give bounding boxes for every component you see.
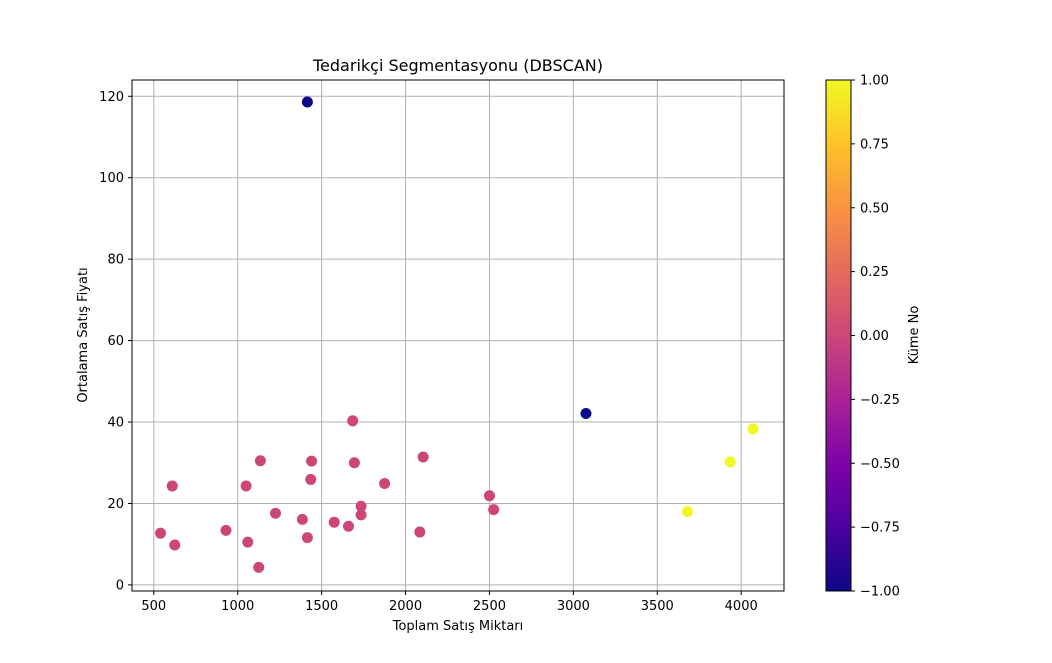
data-point [379, 478, 391, 490]
y-tick-label: 20 [107, 497, 124, 512]
colorbar-tick-label: 0.00 [860, 329, 889, 344]
y-tick-label: 0 [116, 578, 124, 593]
data-point [724, 456, 736, 468]
x-tick-label: 3500 [641, 599, 674, 614]
colorbar-tick-label: 0.75 [860, 137, 889, 152]
data-point [488, 504, 500, 516]
data-point [682, 506, 694, 518]
chart-title: Tedarikçi Segmentasyonu (DBSCAN) [312, 56, 603, 75]
data-point [328, 516, 340, 528]
x-axis-label: Toplam Satış Miktarı [392, 619, 524, 634]
data-point [580, 407, 592, 419]
data-point [417, 451, 429, 463]
data-point [414, 526, 426, 538]
data-point [169, 539, 181, 551]
colorbar-tick-label: −0.50 [860, 457, 900, 472]
x-tick-label: 1500 [305, 599, 338, 614]
data-point [747, 423, 759, 435]
plot-frame [131, 79, 785, 592]
data-point [355, 509, 367, 521]
data-point [355, 500, 367, 512]
y-tick-label: 80 [107, 253, 124, 268]
data-points [155, 96, 759, 573]
y-tick-label: 40 [107, 416, 124, 431]
y-axis-label: Ortalama Satış Fiyatı [76, 267, 91, 402]
data-point [253, 561, 265, 573]
y-axis-ticks: 0 20 40 60 80 100 120 [99, 90, 132, 593]
data-point [220, 524, 232, 536]
colorbar-tick-label: −1.00 [860, 585, 900, 600]
data-point [306, 455, 318, 467]
colorbar-tick-label: 1.00 [860, 74, 889, 89]
colorbar [825, 79, 852, 592]
y-tick-label: 120 [99, 90, 124, 105]
y-tick-label: 60 [107, 334, 124, 349]
data-point [242, 536, 254, 548]
colorbar-tick-label: 0.25 [860, 265, 889, 280]
x-tick-label: 1000 [221, 599, 254, 614]
x-tick-label: 2500 [473, 599, 506, 614]
x-tick-label: 2000 [389, 599, 422, 614]
data-point [342, 520, 354, 532]
data-point [348, 457, 360, 469]
x-tick-label: 4000 [725, 599, 758, 614]
data-point [301, 96, 313, 108]
data-point [269, 507, 281, 519]
data-point [155, 527, 167, 539]
data-point [347, 415, 359, 427]
data-point [240, 480, 252, 492]
y-tick-label: 100 [99, 171, 124, 186]
data-point [305, 473, 317, 485]
colorbar-tick-label: −0.75 [860, 521, 900, 536]
x-tick-label: 500 [141, 599, 166, 614]
data-point [296, 513, 308, 525]
data-point [301, 532, 313, 544]
grid-lines [132, 80, 784, 591]
colorbar-ticks: 1.00 0.75 0.50 0.25 0.00 −0.25 −0.50 −0.75 −1.00 [851, 74, 900, 600]
data-point [254, 455, 266, 467]
colorbar-tick-label: −0.25 [860, 393, 900, 408]
data-point [483, 490, 495, 502]
colorbar-tick-label: 0.50 [860, 201, 889, 216]
data-point [166, 480, 178, 492]
x-tick-label: 3000 [557, 599, 590, 614]
x-axis-ticks: 500 1000 1500 2000 2500 3000 3500 4000 [141, 591, 758, 614]
colorbar-label: Küme No [907, 306, 922, 365]
